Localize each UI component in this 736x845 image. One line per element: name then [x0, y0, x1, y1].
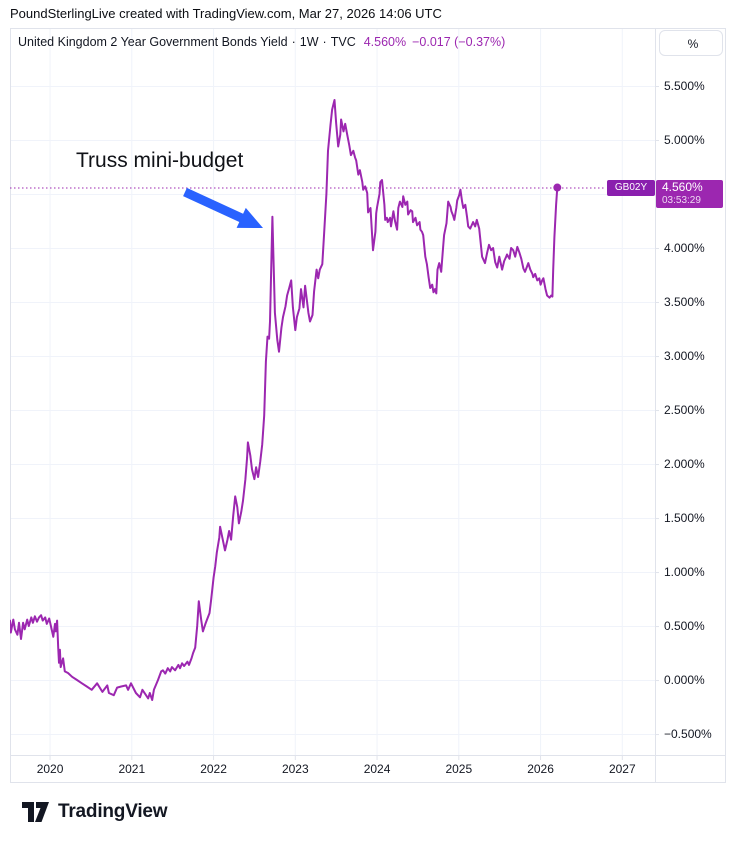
chart-frame: [10, 28, 726, 783]
annotation-label: Truss mini-budget: [76, 149, 244, 172]
plot-generated: [10, 28, 726, 783]
interval-label: 1W: [299, 35, 319, 49]
attribution-text: PoundSterlingLive created with TradingVi…: [10, 6, 442, 21]
symbol-title: United Kingdom 2 Year Government Bonds Y…: [18, 35, 288, 49]
price-scale-unit-button[interactable]: %: [659, 30, 723, 56]
tradingview-brand-text: TradingView: [58, 801, 168, 822]
price-axis-label: 1.500%: [664, 511, 705, 526]
chart-widget: United Kingdom 2 Year Government Bonds Y…: [10, 28, 726, 783]
price-label-value-box: 4.560% 03:53:29: [656, 180, 723, 208]
chart-legend: United Kingdom 2 Year Government Bonds Y…: [18, 35, 505, 49]
last-point-marker: [553, 183, 562, 192]
price-axis-label: 3.000%: [664, 349, 705, 364]
time-axis-label: 2020: [36, 762, 64, 776]
tradingview-logo-icon: [22, 802, 49, 822]
price-axis-label: 1.000%: [664, 565, 705, 580]
time-axis[interactable]: 2020 2021 2022 2023 2024 2025 2026 2027: [10, 755, 726, 783]
chart-plot-area[interactable]: [10, 28, 726, 783]
price-axis-label: 0.000%: [664, 673, 705, 688]
time-axis-label: 2024: [363, 762, 391, 776]
price-axis-label: −0.500%: [664, 727, 712, 742]
legend-change: −0.017 (−0.37%): [412, 35, 506, 49]
annotation-arrow: [183, 187, 263, 228]
yield-line: [10, 99, 559, 701]
exchange-label: TVC: [330, 35, 356, 49]
legend-value: 4.560%: [363, 35, 407, 49]
price-axis-label: 0.500%: [664, 619, 705, 634]
price-axis-label: 5.500%: [664, 79, 705, 93]
time-axis-label: 2027: [608, 762, 636, 776]
price-axis-label: 4.000%: [664, 241, 705, 255]
time-axis-label: 2022: [200, 762, 227, 776]
price-axis[interactable]: 5.500% 5.000% 4.000% 3.500% 3.000% 2.500% 2.00…: [655, 28, 726, 755]
time-axis-label: 2023: [281, 762, 309, 776]
price-axis-label: 5.000%: [664, 133, 705, 147]
price-axis-label: 2.500%: [664, 403, 705, 418]
price-axis-label: 3.500%: [664, 295, 705, 309]
time-axis-label: 2025: [445, 762, 473, 776]
price-label-symbol: GB02Y: [607, 180, 655, 196]
legend-separator: ·: [322, 35, 327, 49]
price-label-value: 4.560%: [662, 180, 703, 194]
price-label-countdown: 03:53:29: [662, 195, 701, 206]
time-axis-label: 2026: [527, 762, 554, 776]
time-axis-label: 2021: [118, 762, 146, 776]
tradingview-footer[interactable]: TradingView: [22, 800, 168, 824]
price-axis-label: 2.000%: [664, 457, 705, 472]
legend-separator: ·: [291, 35, 296, 49]
